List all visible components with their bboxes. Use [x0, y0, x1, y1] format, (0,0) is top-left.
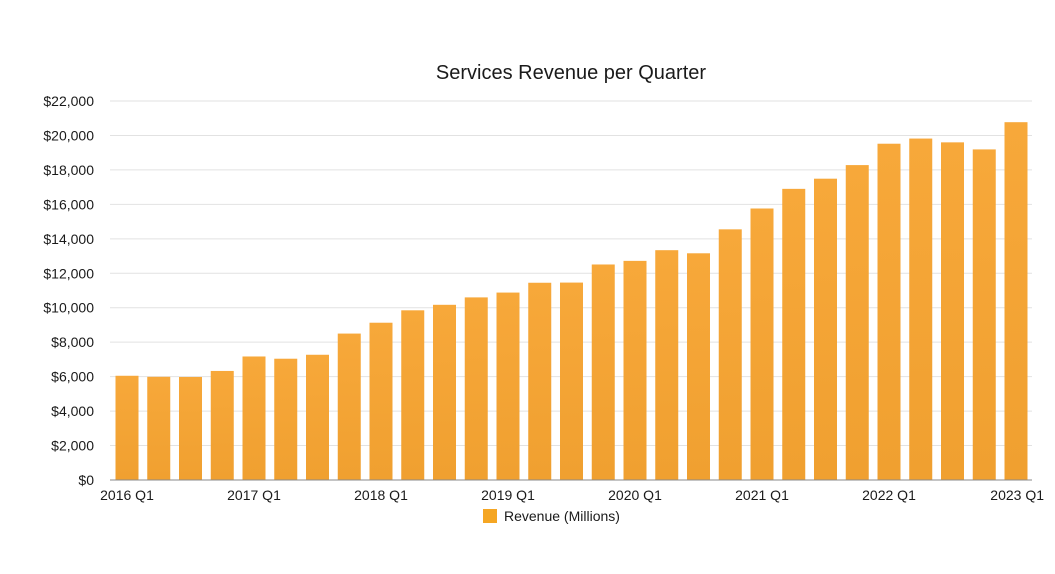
- bar: [972, 149, 996, 480]
- bar: [718, 229, 742, 480]
- y-axis-tick-labels: $0 $2,000 $4,000 $6,000 $8,000 $10,000 $12,000…: [43, 93, 94, 488]
- bar: [337, 333, 361, 480]
- bar: [687, 253, 710, 480]
- y-tick-label: $6,000: [51, 369, 94, 385]
- bar: [147, 376, 171, 480]
- bar: [655, 250, 679, 480]
- bar: [750, 208, 774, 480]
- bar: [782, 188, 806, 481]
- bar: [814, 178, 837, 480]
- y-tick-label: $14,000: [43, 231, 94, 247]
- bar: [306, 354, 329, 480]
- bar: [401, 310, 425, 480]
- x-tick-label: 2019 Q1: [481, 487, 535, 503]
- y-tick-label: $18,000: [43, 162, 94, 178]
- y-tick-label: $20,000: [43, 127, 94, 143]
- legend-swatch: [483, 509, 497, 523]
- bar: [909, 138, 933, 480]
- x-tick-label: 2016 Q1: [100, 487, 154, 503]
- x-tick-label: 2021 Q1: [735, 487, 789, 503]
- bar: [210, 370, 234, 480]
- x-tick-label: 2018 Q1: [354, 487, 408, 503]
- x-axis-tick-labels: 2016 Q1 2017 Q1 2018 Q1 2019 Q1 2020 Q1 2021 …: [100, 487, 1044, 503]
- y-tick-label: $4,000: [51, 403, 94, 419]
- y-tick-label: $8,000: [51, 334, 94, 350]
- x-tick-label: 2020 Q1: [608, 487, 662, 503]
- y-tick-label: $10,000: [43, 300, 94, 316]
- y-tick-label: $16,000: [43, 196, 94, 212]
- y-tick-label: $0: [78, 472, 94, 488]
- bar: [242, 356, 266, 480]
- bar: [560, 282, 583, 480]
- bar: [528, 282, 552, 480]
- legend: Revenue (Millions): [483, 508, 620, 524]
- bar: [464, 297, 488, 480]
- x-tick-label: 2023 Q1: [990, 487, 1044, 503]
- bar: [1004, 122, 1028, 480]
- bar: [496, 292, 520, 480]
- bar: [623, 260, 647, 480]
- y-tick-label: $12,000: [43, 265, 94, 281]
- x-tick-label: 2017 Q1: [227, 487, 281, 503]
- bar: [845, 165, 869, 480]
- bar: [274, 358, 298, 480]
- bar: [179, 376, 202, 480]
- bar: [877, 143, 901, 480]
- bar: [115, 375, 139, 480]
- bar: [591, 264, 615, 480]
- chart-title: Services Revenue per Quarter: [436, 62, 706, 84]
- bar: [941, 142, 964, 480]
- legend-label: Revenue (Millions): [504, 508, 620, 524]
- x-tick-label: 2022 Q1: [862, 487, 916, 503]
- y-tick-label: $2,000: [51, 438, 94, 454]
- bar: [433, 304, 456, 480]
- y-tick-label: $22,000: [43, 93, 94, 109]
- bar: [369, 322, 393, 480]
- bars: [115, 122, 1028, 481]
